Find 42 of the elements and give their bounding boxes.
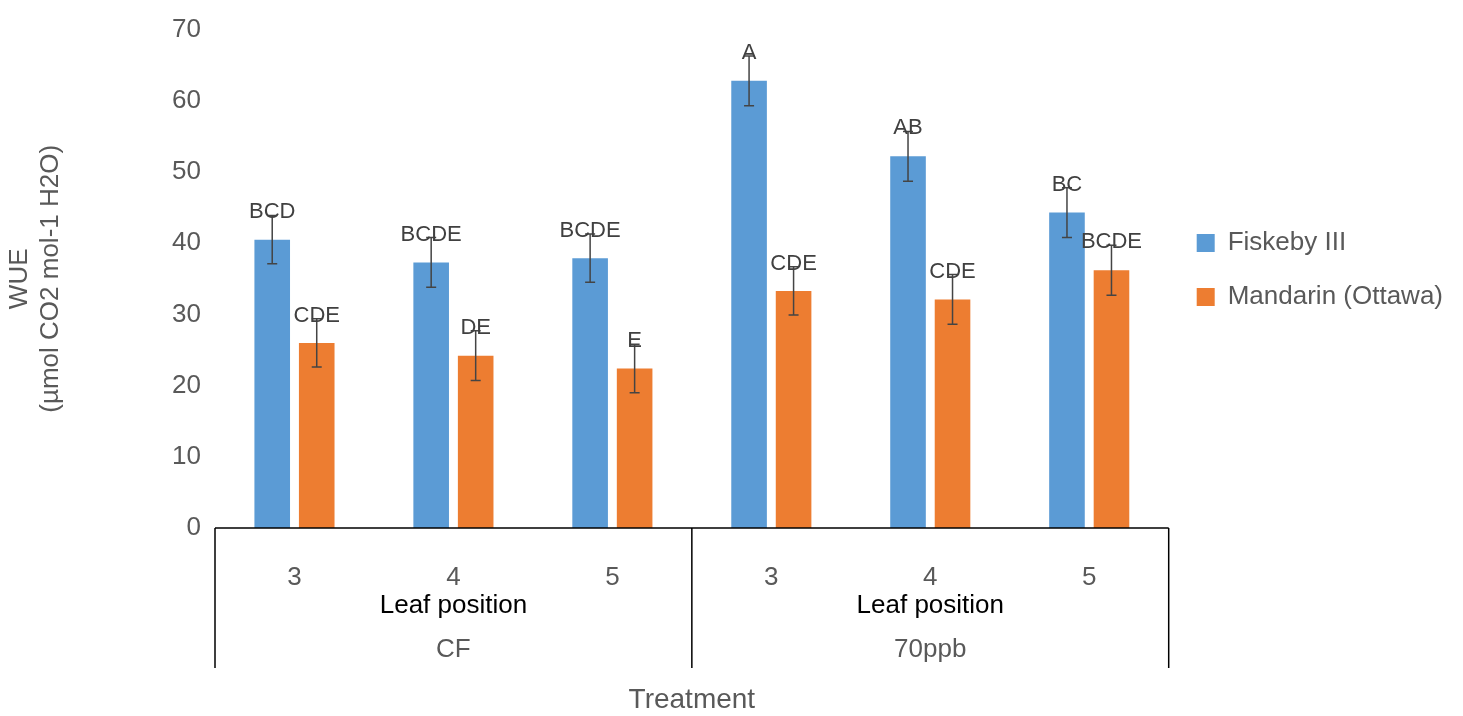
bar (298, 342, 335, 528)
x-tick-label: 5 (605, 561, 620, 592)
x-tick-label: 3 (287, 561, 302, 592)
y-tick-label: 70 (172, 12, 201, 43)
legend-label: Mandarin (Ottawa) (1227, 280, 1444, 311)
text: CF (436, 633, 471, 664)
bar (413, 262, 449, 528)
text: Leaf position (379, 589, 528, 620)
x-tick-label: 4 (446, 561, 461, 592)
bar (457, 355, 494, 528)
x-tick-label: 4 (923, 561, 938, 592)
x-tick-label: 3 (764, 561, 779, 592)
bar (731, 80, 767, 528)
y-tick-label: 60 (172, 83, 201, 114)
bar (572, 258, 608, 528)
legend-label: Fiskeby III (1227, 226, 1347, 257)
bar (1093, 270, 1130, 528)
data-label: BCD (249, 198, 296, 224)
bar (775, 290, 812, 528)
bar (890, 156, 926, 528)
bar (254, 239, 291, 528)
text: 70ppb (894, 633, 967, 664)
y-tick-label: 40 (172, 226, 201, 257)
x-tick-label: 5 (1081, 561, 1097, 592)
data-label: BC (1051, 170, 1083, 196)
x-axis-title: Treatment (628, 682, 756, 714)
y-tick-label: 20 (172, 368, 201, 399)
data-label: AB (893, 114, 923, 140)
data-label: CDE (770, 249, 817, 275)
bar (934, 299, 971, 528)
data-label: DE (460, 313, 491, 339)
y-tick-label: 0 (186, 511, 201, 542)
y-tick-label: 30 (172, 297, 201, 328)
y-tick-label: 10 (172, 439, 201, 470)
data-label: BCDE (559, 217, 621, 243)
text: Leaf position (856, 589, 1004, 620)
data-label: CDE (929, 257, 976, 283)
bar (616, 368, 653, 528)
data-label: BCDE (400, 220, 462, 246)
y-axis-title: WUE (µmol CO2 mol-1 H2O) (2, 144, 64, 413)
data-label: CDE (293, 301, 340, 327)
y-tick-label: 50 (172, 155, 201, 186)
